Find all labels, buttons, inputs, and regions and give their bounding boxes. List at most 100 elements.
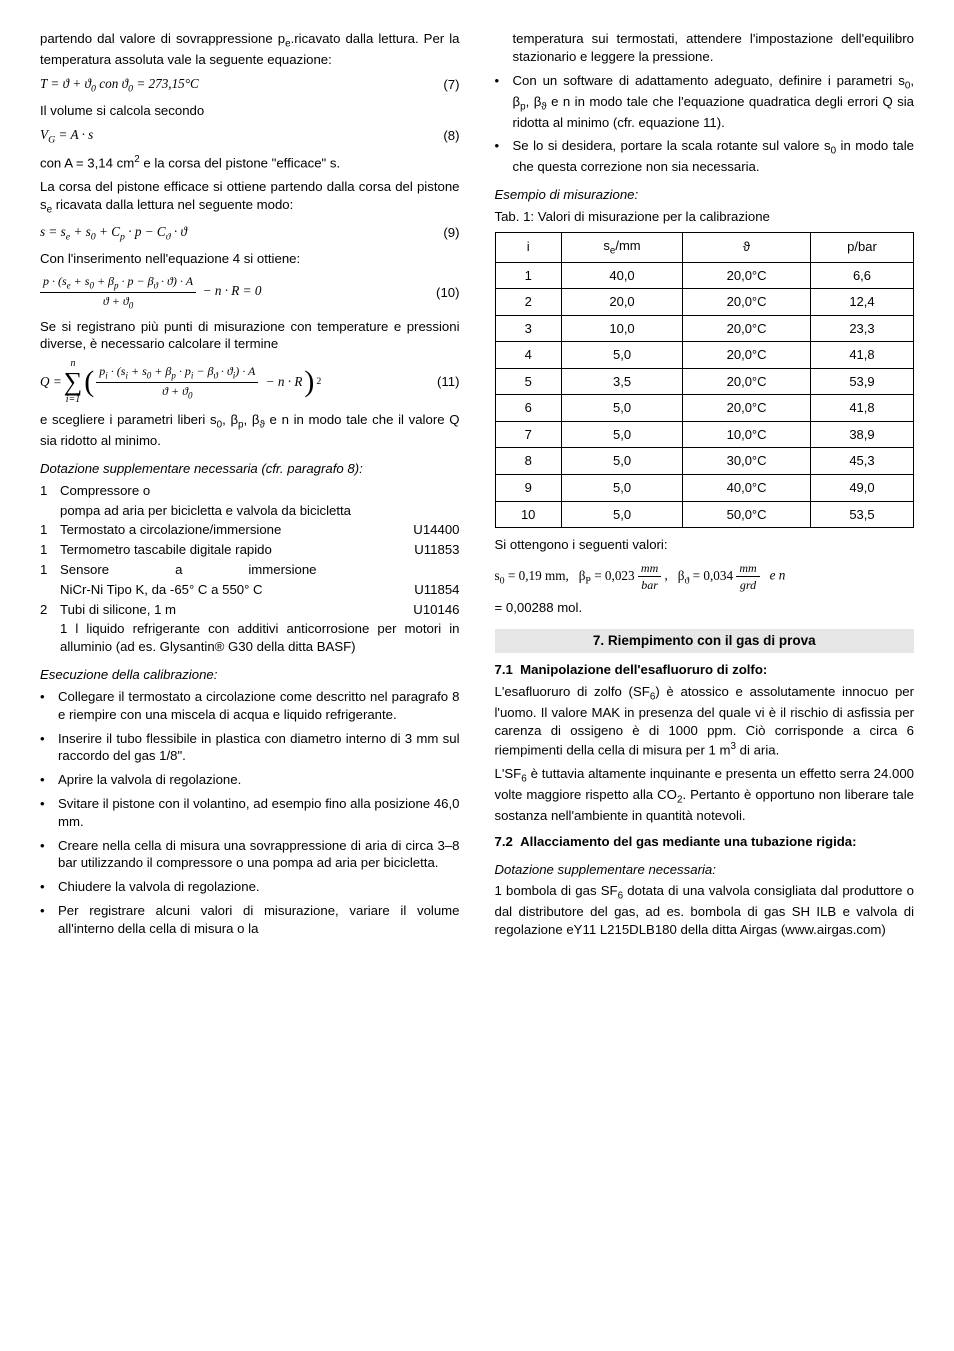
left-column: partendo dal valore di sovrappressione p…: [40, 30, 460, 945]
left-para4: La corsa del pistone efficace si ottiene…: [40, 178, 460, 217]
left-para2: Il volume si calcola secondo: [40, 102, 460, 120]
eq7-row: T = ϑ + ϑ0 con ϑ0 = 273,15°C (7): [40, 75, 460, 96]
table-row: 220,020,0°C12,4: [495, 289, 914, 316]
table-cell: 5,0: [561, 395, 682, 422]
table-row: 45,020,0°C41,8: [495, 342, 914, 369]
left-para8: 1 l liquido refrigerante con additivi an…: [40, 620, 460, 656]
section-7-bar: 7. Riempimento con il gas di prova: [495, 629, 915, 653]
table-cell: 38,9: [810, 421, 913, 448]
table-row: 105,050,0°C53,5: [495, 501, 914, 528]
bullet-item: •Con un software di adattamento adeguato…: [495, 72, 915, 132]
dotation2: Dotazione supplementare necessaria:: [495, 861, 915, 879]
table-cell: 5,0: [561, 475, 682, 502]
eq9-num: (9): [443, 224, 459, 242]
left-para1: partendo dal valore di sovrappressione p…: [40, 30, 460, 69]
table-cell: 41,8: [810, 395, 913, 422]
table-cell: 45,3: [810, 448, 913, 475]
table-cell: 5,0: [561, 501, 682, 528]
bullet-item: •Creare nella cella di misura una sovrap…: [40, 837, 460, 873]
table-cell: 20,0°C: [683, 342, 811, 369]
table-cell: 7: [495, 421, 561, 448]
table-cell: 10: [495, 501, 561, 528]
eq8-row: VG = A · s (8): [40, 126, 460, 147]
bullet-item: •Inserire il tubo flessibile in plastica…: [40, 730, 460, 766]
table-cell: 5,0: [561, 342, 682, 369]
eq10: p · (se + s0 + βp · p − βϑ · ϑ) · A ϑ + …: [40, 273, 261, 311]
table-cell: 20,0°C: [683, 368, 811, 395]
table-cell: 4: [495, 342, 561, 369]
table-cell: 49,0: [810, 475, 913, 502]
table-cell: 2: [495, 289, 561, 316]
left-para5: Con l'inserimento nell'equazione 4 si ot…: [40, 250, 460, 268]
table-header: p/bar: [810, 232, 913, 262]
eq11: Q = n ∑ i=1 ( pi · (si + s0 + βp · pi − …: [40, 359, 321, 405]
table-cell: 12,4: [810, 289, 913, 316]
eq9: s = se + s0 + Cp · p − Cϑ · ϑ: [40, 223, 187, 244]
mol-line: = 0,00288 mol.: [495, 599, 915, 617]
table-cell: 40,0: [561, 262, 682, 289]
table-cell: 53,9: [810, 368, 913, 395]
bullet-item: •Aprire la valvola di regolazione.: [40, 771, 460, 789]
p71b: L'SF6 è tuttavia altamente inquinante e …: [495, 765, 915, 825]
bullet-item: •Chiudere la valvola di regolazione.: [40, 878, 460, 896]
table-cell: 5: [495, 368, 561, 395]
table-header: ϑ: [683, 232, 811, 262]
right-column: temperatura sui termostati, attendere l'…: [495, 30, 915, 945]
table-cell: 5,0: [561, 448, 682, 475]
table-cell: 3: [495, 315, 561, 342]
table-row: 95,040,0°C49,0: [495, 475, 914, 502]
p71a: L'esafluoruro di zolfo (SF6) è atossico …: [495, 683, 915, 759]
eq11-row: Q = n ∑ i=1 ( pi · (si + s0 + βp · pi − …: [40, 359, 460, 405]
table-cell: 6,6: [810, 262, 913, 289]
eq8: VG = A · s: [40, 126, 93, 147]
list-item: 1Termometro tascabile digitale rapidoU11…: [40, 541, 460, 559]
bullet-item: •Collegare il termostato a circolazione …: [40, 688, 460, 724]
table-cell: 20,0°C: [683, 395, 811, 422]
eq10-row: p · (se + s0 + βp · p − βϑ · ϑ) · A ϑ + …: [40, 273, 460, 311]
table-cell: 50,0°C: [683, 501, 811, 528]
sub-7-2: 7.2 Allacciamento del gas mediante una t…: [495, 833, 915, 851]
table-caption: Tab. 1: Valori di misurazione per la cal…: [495, 208, 915, 226]
table-row: 140,020,0°C6,6: [495, 262, 914, 289]
table-cell: 8: [495, 448, 561, 475]
sub-7-1: 7.1 Manipolazione dell'esafluoruro di zo…: [495, 661, 915, 679]
table-cell: 6: [495, 395, 561, 422]
list-item: pompa ad aria per bicicletta e valvola d…: [40, 502, 460, 520]
left-para6: Se si registrano più punti di misurazion…: [40, 318, 460, 354]
table-cell: 10,0°C: [683, 421, 811, 448]
result-line: s0 = 0,19 mm, βP = 0,023 mmbar , βϑ = 0,…: [495, 560, 915, 593]
table-cell: 20,0°C: [683, 262, 811, 289]
table-header: se/mm: [561, 232, 682, 262]
table-row: 310,020,0°C23,3: [495, 315, 914, 342]
list-item: 1Compressore o: [40, 482, 460, 500]
left-para3: con A = 3,14 cm2 e la corsa del pistone …: [40, 153, 460, 172]
table-cell: 40,0°C: [683, 475, 811, 502]
eq7: T = ϑ + ϑ0 con ϑ0 = 273,15°C: [40, 75, 199, 96]
right-continuation: temperatura sui termostati, attendere l'…: [495, 30, 915, 66]
table-cell: 5,0: [561, 421, 682, 448]
esempio-header: Esempio di misurazione:: [495, 186, 915, 204]
bullet-item: •Se lo si desidera, portare la scala rot…: [495, 137, 915, 176]
left-para7: e scegliere i parametri liberi s0, βp, β…: [40, 411, 460, 450]
table-cell: 30,0°C: [683, 448, 811, 475]
list-item: 1Termostato a circolazione/immersioneU14…: [40, 521, 460, 539]
eq11-num: (11): [437, 373, 459, 391]
table-cell: 20,0°C: [683, 315, 811, 342]
table-row: 85,030,0°C45,3: [495, 448, 914, 475]
table-cell: 20,0°C: [683, 289, 811, 316]
list-item: NiCr-Ni Tipo K, da -65° C a 550° CU11854: [40, 581, 460, 599]
dotation-header: Dotazione supplementare necessaria (cfr.…: [40, 460, 460, 478]
list-item: 2Tubi di silicone, 1 mU10146: [40, 601, 460, 619]
table-cell: 3,5: [561, 368, 682, 395]
eq10-num: (10): [436, 284, 459, 302]
bullet-item: •Svitare il pistone con il volantino, ad…: [40, 795, 460, 831]
table-cell: 1: [495, 262, 561, 289]
right-bullets: •Con un software di adattamento adeguato…: [495, 72, 915, 177]
left-bullets: •Collegare il termostato a circolazione …: [40, 688, 460, 938]
table-cell: 10,0: [561, 315, 682, 342]
table-cell: 9: [495, 475, 561, 502]
table-cell: 23,3: [810, 315, 913, 342]
table-cell: 53,5: [810, 501, 913, 528]
eq8-num: (8): [443, 127, 459, 145]
calibration-table: ise/mmϑp/bar 140,020,0°C6,6220,020,0°C12…: [495, 232, 915, 528]
